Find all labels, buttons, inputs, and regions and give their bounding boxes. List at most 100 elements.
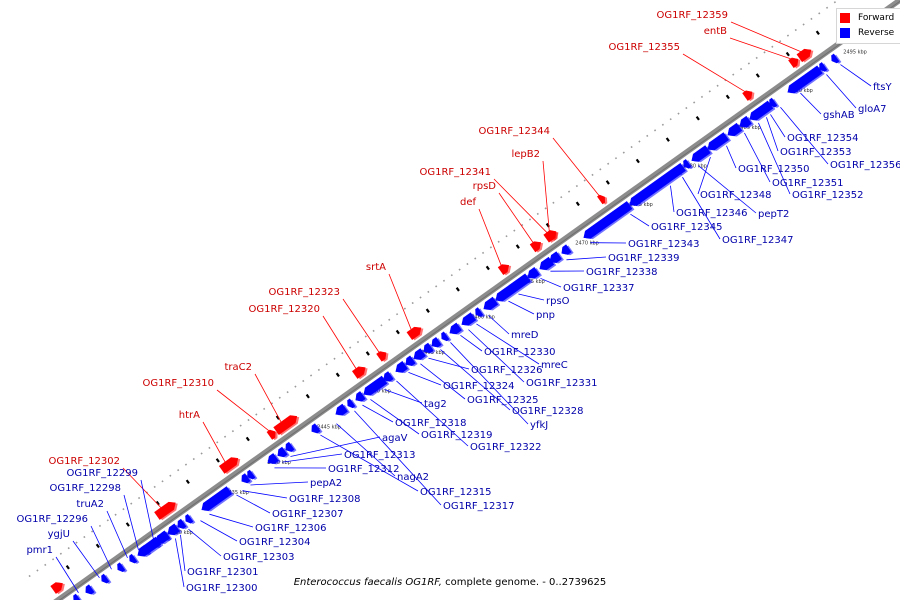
label-og1rf-12337: OG1RF_12337: [563, 283, 635, 294]
gene-def: [497, 264, 512, 276]
gene-reverse-3: [101, 573, 112, 584]
label-rpso: rpsO: [546, 296, 570, 307]
leader-og1rf-12319: [370, 399, 420, 435]
label-og1rf-12300: OG1RF_12300: [186, 583, 258, 594]
label-og1rf-12338: OG1RF_12338: [586, 267, 658, 278]
gene-reverse-10: [155, 530, 173, 545]
label-og1rf-12344: OG1RF_12344: [479, 126, 551, 137]
label-agav: agaV: [382, 433, 408, 444]
gene-reverse-47: [727, 122, 745, 137]
leader-def: [478, 208, 502, 266]
leader-ygju: [72, 540, 100, 579]
leader-yfkj: [450, 342, 529, 425]
leader-og1rf-12300: [175, 538, 185, 588]
tick-mark: [755, 73, 760, 78]
label-og1rf-12341: OG1RF_12341: [420, 167, 492, 178]
tick-label: 2480 kbp: [683, 164, 707, 170]
label-pept2: pepT2: [758, 209, 789, 220]
gene-og1rf-12344: [597, 194, 608, 205]
gene-lepb2: [546, 230, 559, 241]
leader-og1rf-12315: [320, 434, 419, 492]
gene-reverse-1: [73, 593, 84, 600]
gene-reverse-29: [423, 342, 436, 354]
leader-mrec: [476, 323, 540, 365]
label-og1rf-12326: OG1RF_12326: [471, 365, 543, 376]
leader-og1rf-12330: [460, 335, 483, 352]
leader-og1rf-12345: [630, 213, 650, 227]
gene-reverse-23: [355, 391, 368, 403]
tick-mark: [815, 30, 820, 36]
tick-label: 2430 kbp: [169, 530, 193, 536]
leader-mred: [488, 315, 510, 335]
tick-mark: [395, 329, 400, 335]
leader-og1rf-12344: [552, 137, 600, 197]
gene-reverse-12: [177, 518, 189, 530]
coordinate-ticks: 2430 kbp 2435 kbp 2440 kbp 2445 kbp 2450 kbp…: [65, 9, 867, 570]
label-og1rf-12355: OG1RF_12355: [609, 42, 681, 53]
leader-og1rf-12308: [242, 490, 288, 499]
gene-reverse-48: [739, 115, 754, 128]
leader-og1rf-12298: [123, 494, 139, 551]
gene-reverse-28: [413, 348, 428, 361]
gene-reverse-46: [707, 132, 732, 151]
leader-og1rf-12299: [140, 479, 154, 540]
leader-agav: [290, 436, 381, 457]
gene-reverse-2: [85, 584, 97, 595]
gene-entb: [788, 57, 801, 69]
backbone-line: [53, 0, 900, 600]
tick-mark: [785, 51, 790, 57]
tick-mark: [335, 372, 340, 378]
label-og1rf-12306: OG1RF_12306: [255, 523, 327, 534]
tick-mark: [155, 500, 160, 506]
gene-reverse-5: [129, 553, 140, 564]
label-yfkj: yfkJ: [530, 420, 548, 431]
label-og1rf-12356: OG1RF_12356: [830, 160, 900, 171]
forward-swatch: [840, 13, 850, 23]
label-leader-lines: [55, 21, 872, 593]
leader-pmr1: [55, 556, 79, 593]
label-og1rf-12359: OG1RF_12359: [657, 10, 729, 21]
gene-og1rf-12302: [154, 501, 178, 521]
leader-naga2: [336, 423, 396, 477]
tick-mark: [305, 393, 310, 399]
label-og1rf-12312: OG1RF_12312: [328, 464, 400, 475]
leader-htra: [202, 421, 226, 463]
leader-og1rf-12331: [468, 329, 525, 383]
leader-og1rf-12351: [744, 132, 771, 183]
caption-organism: Enterococcus faecalis OG1RF,: [293, 577, 442, 588]
label-entb: entB: [704, 26, 727, 37]
leader-og1rf-12303: [188, 528, 222, 557]
leader-pept2: [698, 165, 757, 214]
gene-og1rf-12323: [376, 351, 389, 363]
label-og1rf-12348: OG1RF_12348: [700, 190, 772, 201]
label-srta: srtA: [366, 262, 386, 273]
leader-srta: [388, 273, 412, 330]
leader-gloa7: [826, 74, 857, 109]
leader-og1rf-12307: [236, 494, 271, 514]
tick-mark: [425, 308, 430, 313]
label-og1rf-12319: OG1RF_12319: [421, 430, 493, 441]
gene-reverse-13: [185, 513, 196, 525]
label-ftsy: ftsY: [873, 82, 892, 93]
leader-lepb2: [542, 160, 550, 232]
label-gshab: gshAB: [823, 110, 855, 121]
legend: Forward Reverse: [836, 8, 900, 44]
label-og1rf-12301: OG1RF_12301: [187, 567, 259, 578]
gene-reverse-36: [495, 273, 533, 302]
gene-reverse-43: [673, 162, 688, 175]
tick-mark: [65, 564, 70, 570]
gene-reverse-53: [831, 53, 842, 64]
leader-og1rf-12352: [758, 122, 791, 195]
gene-trac2: [273, 415, 300, 436]
leader-rpsd: [498, 192, 534, 244]
gene-reverse-37: [527, 266, 542, 280]
tick-mark: [125, 522, 130, 527]
label-def: def: [460, 197, 477, 208]
gene-og1rf-12320: [351, 366, 368, 380]
label-mrec: mreC: [541, 360, 568, 371]
gene-reverse-15: [241, 473, 253, 484]
gene-reverse-4: [117, 562, 128, 573]
label-og1rf-12345: OG1RF_12345: [651, 222, 723, 233]
gene-reverse-45: [691, 145, 713, 163]
